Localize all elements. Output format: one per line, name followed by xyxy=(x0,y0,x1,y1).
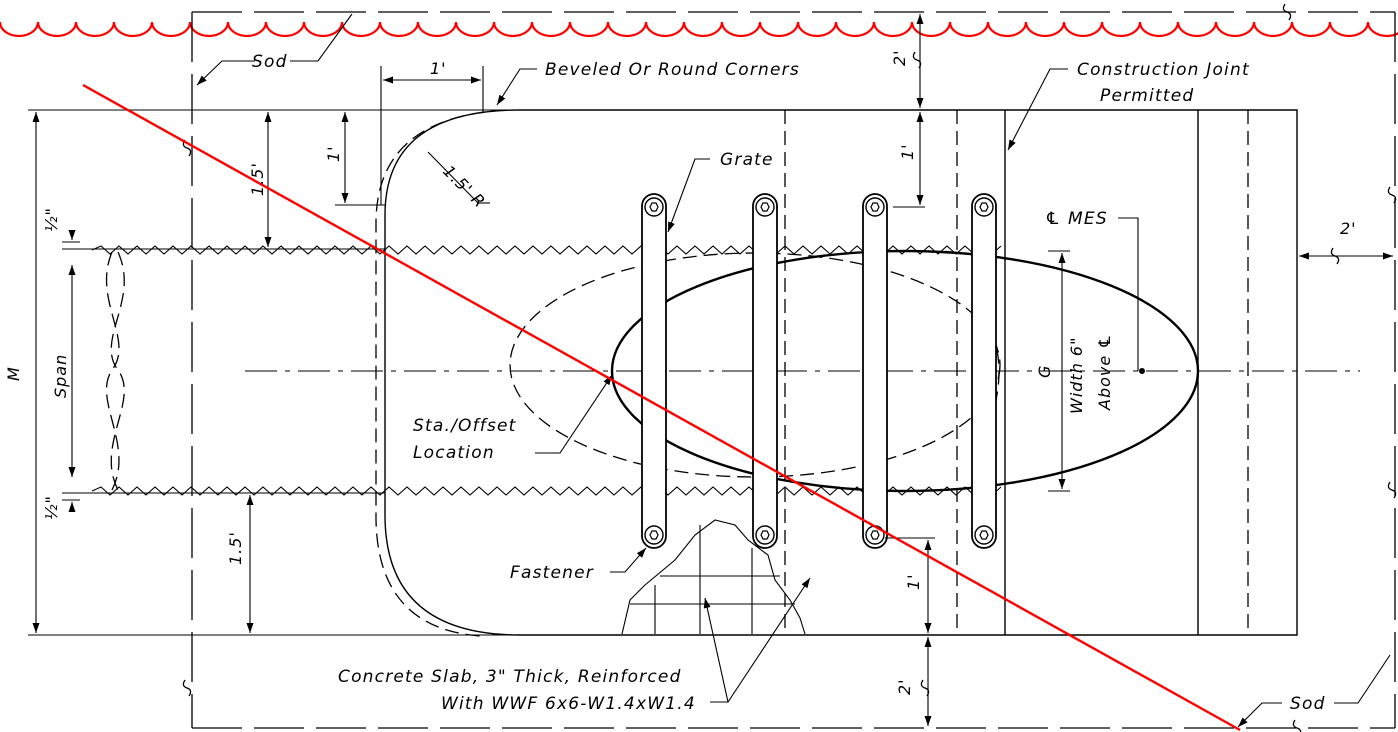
top-clear-dim: 2' xyxy=(890,49,909,66)
fastener-label: Fastener xyxy=(510,563,594,583)
break-symbol xyxy=(182,679,192,697)
dimension-lines xyxy=(28,13,1393,726)
grate-bar xyxy=(971,193,997,549)
sod-label-top: Sod xyxy=(252,52,288,72)
revision-cloud-top xyxy=(0,21,1398,38)
sod-border xyxy=(191,11,1396,729)
construction-joint-label-2: Permitted xyxy=(1100,86,1194,106)
break-symbol xyxy=(182,139,192,157)
sta-offset-label-2: Location xyxy=(413,443,495,463)
top-offset-dim: 1.5' xyxy=(248,162,267,196)
break-symbol xyxy=(912,51,922,69)
pipe-bottom-edge xyxy=(91,486,1002,496)
red-markup-line xyxy=(82,83,1241,732)
construction-joint-label: Construction Joint xyxy=(1077,60,1250,80)
break-symbol xyxy=(1387,481,1397,499)
leader-lines xyxy=(196,13,1391,728)
break-symbol xyxy=(1292,719,1302,732)
break-symbols xyxy=(182,3,1397,732)
grate-bar xyxy=(641,193,667,549)
pipe-break xyxy=(105,251,120,491)
beveled-corners-label: Beveled Or Round Corners xyxy=(545,60,800,80)
corner-height-dim: 1' xyxy=(324,145,343,162)
m-dim: M xyxy=(4,366,23,381)
half-inch-bottom-dim: ½" xyxy=(42,495,61,520)
grate-top-gap-dim: 1' xyxy=(898,143,917,160)
slab-cutaway xyxy=(621,519,806,635)
sta-offset-label: Sta./Offset xyxy=(413,416,517,436)
cl-mes-label: ℄ MES xyxy=(1045,209,1108,229)
radius-dim: 1.5' R xyxy=(439,161,489,211)
bottom-clear-dim: 2' xyxy=(895,678,914,695)
concrete-slab-outline xyxy=(375,109,1298,637)
grate-bar xyxy=(752,193,778,549)
mes-opening xyxy=(610,249,1200,493)
half-inch-top-dim: ½" xyxy=(42,207,61,232)
slab-label-2: With WWF 6x6-W1.4xW1.4 xyxy=(441,694,696,714)
grate-label: Grate xyxy=(720,150,774,170)
corner-width-dim: 1' xyxy=(430,59,447,78)
bottom-offset-dim: 1.5' xyxy=(226,531,245,565)
right-clear-dim: 2' xyxy=(1340,219,1357,238)
break-symbol xyxy=(1330,247,1340,265)
width-label: Width 6" xyxy=(1067,337,1086,414)
break-symbol xyxy=(1387,186,1397,204)
sod-label-bottom: Sod xyxy=(1290,694,1326,714)
break-symbol xyxy=(920,679,930,697)
slab-label: Concrete Slab, 3" Thick, Reinforced xyxy=(338,667,682,687)
grate-bar xyxy=(862,193,888,549)
grate-bottom-gap-dim: 1' xyxy=(904,573,923,590)
g-dim: G xyxy=(1035,365,1054,378)
span-dim: Span xyxy=(51,354,70,398)
grate-bars xyxy=(641,193,997,549)
annotations: Sod Beveled Or Round Corners Constructio… xyxy=(4,49,1357,714)
break-symbol xyxy=(1282,3,1292,21)
width-label-2: Above ℄ xyxy=(1095,333,1114,411)
